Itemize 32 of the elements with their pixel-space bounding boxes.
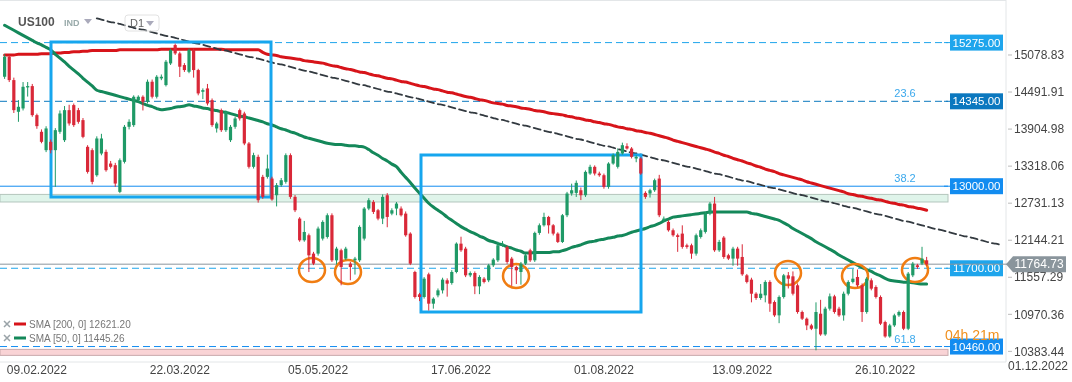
x-tick-label: 09.02.2022	[6, 363, 68, 377]
legend-label: SMA [50, 0] 11445.26	[29, 333, 125, 344]
y-tick-label: 10383.44	[1014, 344, 1065, 359]
annotation: 61.8	[894, 332, 916, 345]
annotation: IND	[64, 18, 80, 28]
ref-line-label: 13000.00	[952, 180, 1001, 193]
text: 01.12.2022	[1007, 359, 1069, 373]
y-tick-label: 14491.91	[1014, 85, 1065, 100]
x-tick-label: 17.06.2022	[430, 363, 492, 377]
ref-line-label: 15275.00	[952, 36, 1001, 49]
ref-line-label: 14345.00	[952, 95, 1001, 108]
y-tick-label: 13904.98	[1014, 122, 1065, 137]
ref-line-label: 10460.00	[952, 340, 1001, 353]
text: US100	[18, 15, 56, 29]
y-tick-label: 12144.21	[1014, 233, 1065, 248]
annotation: D1	[130, 17, 145, 29]
annotation: 04h 21m	[945, 327, 1000, 343]
annotation: 23.6	[894, 87, 916, 100]
y-tick-label: 15078.83	[1014, 48, 1065, 63]
ref-line-label: 11700.00	[952, 262, 1001, 275]
x-tick-label: 26.10.2022	[855, 363, 916, 377]
y-tick-label: 12731.13	[1014, 196, 1065, 211]
y-tick-label: 13318.06	[1014, 159, 1065, 174]
ref-line-label: 11764.73	[1014, 257, 1064, 272]
x-tick-label: 01.08.2022	[573, 363, 635, 377]
x-tick-label: 05.05.2022	[288, 363, 349, 377]
x-tick-label: 13.09.2022	[712, 363, 773, 377]
y-tick-label: 10970.36	[1014, 307, 1065, 322]
annotation: 38.2	[894, 172, 916, 185]
x-tick-label: 22.03.2022	[149, 363, 211, 377]
y-tick-label: 11557.29	[1014, 270, 1064, 285]
legend-label: SMA [200, 0] 12621.20	[29, 319, 132, 330]
